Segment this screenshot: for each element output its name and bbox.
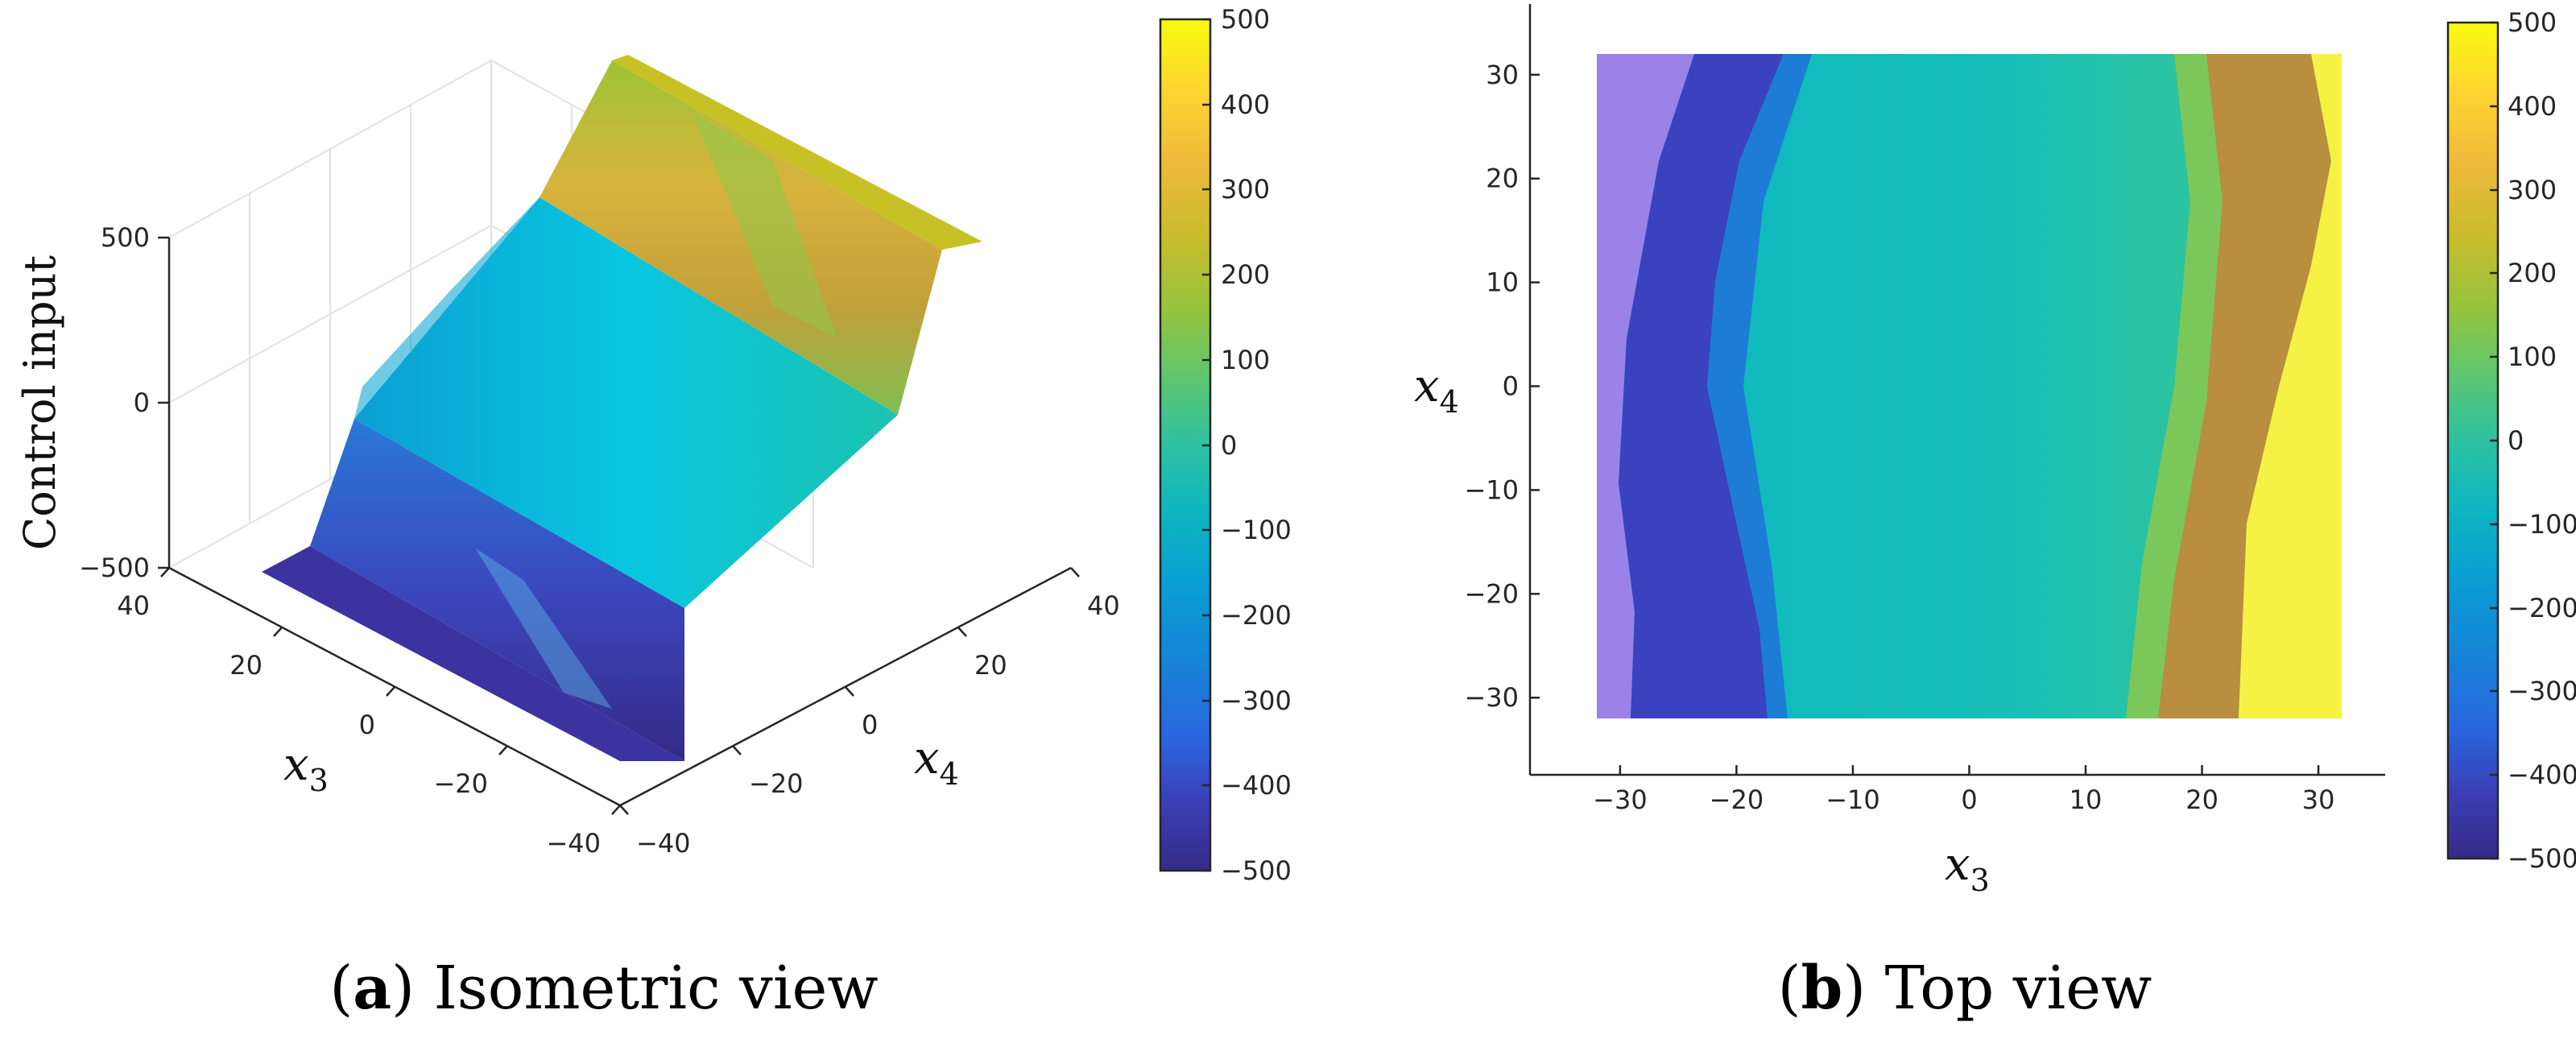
x-tick-label: −30 — [1593, 784, 1648, 815]
colorbar-tick-label: 0 — [1221, 430, 1237, 461]
panel-b-x-tick-marks — [1619, 765, 2320, 775]
colorbar-b-ticks — [2490, 21, 2498, 860]
x-tick-label: −40 — [546, 828, 601, 859]
panel-a-y-label: x4 — [914, 732, 959, 792]
panel-a-surface — [262, 55, 982, 761]
surface-high-wall — [540, 60, 942, 415]
region-high — [2158, 54, 2331, 718]
colorbar-tick-label: 500 — [2508, 7, 2557, 38]
colorbar-tick-label: −100 — [1221, 515, 1292, 545]
panel-b-axes — [1528, 4, 2385, 776]
region-low-blend — [1707, 54, 1812, 718]
z-tick-label: 500 — [101, 222, 150, 253]
panel-b-x-tick-labels: −30 −20 −10 0 10 20 30 — [1593, 784, 2334, 815]
colorbar-b-gradient — [2446, 21, 2500, 860]
surface-middle-left — [354, 197, 540, 419]
y-tick-label: 20 — [1486, 164, 1519, 194]
surface-low-shade — [475, 548, 612, 709]
panel-b-colorbar: 500 400 300 200 100 0 −100 −200 −300 −40… — [2446, 7, 2576, 874]
y-tick-label: −20 — [1464, 578, 1519, 609]
colorbar-b-labels: 500 400 300 200 100 0 −100 −200 −300 −40… — [2508, 7, 2576, 874]
colorbar-tick-label: 100 — [1221, 345, 1270, 375]
panel-b-x-label: x3 — [1945, 838, 1990, 898]
colorbar-tick-label: −400 — [1221, 770, 1292, 801]
y-tick-label: 40 — [1087, 590, 1120, 621]
x-tick-label: 10 — [2069, 784, 2103, 815]
x-tick-label: 0 — [359, 710, 375, 740]
z-tick-label: 0 — [134, 387, 150, 418]
colorbar-tick-label: −300 — [1221, 685, 1292, 716]
colorbar-tick-label: 300 — [1221, 174, 1270, 205]
colorbar-a-labels: 500 400 300 200 100 0 −100 −200 −300 −40… — [1221, 4, 1292, 886]
panel-a-y-ticks: −40 −20 0 20 40 — [636, 590, 1120, 859]
panel-a-z-label: Control input — [14, 255, 65, 550]
caption-a: (a) Isometric view — [329, 954, 878, 1023]
colorbar-tick-label: 200 — [2508, 258, 2557, 288]
y-tick-label: 20 — [974, 650, 1007, 681]
surface-middle — [354, 197, 898, 608]
colorbar-tick-label: −200 — [1221, 600, 1292, 631]
panel-a-x-ticks: 40 20 0 −20 −40 — [117, 590, 601, 859]
colorbar-tick-label: 100 — [2508, 342, 2557, 372]
region-midhigh — [2126, 54, 2222, 718]
region-highest — [2239, 54, 2342, 718]
y-tick-label: −20 — [749, 768, 804, 799]
panel-b-heatmap — [1597, 54, 2342, 718]
y-tick-label: −40 — [636, 828, 691, 859]
colorbar-tick-label: 200 — [1221, 259, 1270, 290]
colorbar-tick-label: −300 — [2508, 676, 2576, 706]
colorbar-tick-label: 0 — [2508, 425, 2524, 456]
colorbar-tick-label: −500 — [1221, 855, 1292, 886]
panel-a: 500 0 −500 40 20 0 −20 −40 −40 −20 0 20 … — [14, 4, 1292, 1023]
colorbar-tick-label: 300 — [2508, 175, 2557, 205]
colorbar-tick-label: 500 — [1221, 4, 1270, 35]
region-lowest — [1597, 54, 1694, 718]
colorbar-tick-label: −400 — [2508, 760, 2576, 790]
surface-low-wall — [310, 419, 684, 761]
y-tick-label: −30 — [1464, 682, 1519, 713]
y-tick-label: 0 — [1503, 371, 1519, 402]
surface-wall-shade — [693, 113, 837, 338]
x-tick-label: −20 — [1710, 784, 1764, 815]
panel-a-x-label: x3 — [283, 739, 329, 798]
colorbar-tick-label: −100 — [2508, 509, 2576, 540]
panel-b-y-tick-marks — [1530, 73, 1540, 699]
surface-high-plateau — [612, 55, 982, 250]
panel-b-y-label: x4 — [1414, 360, 1459, 420]
colorbar-tick-label: 400 — [2508, 91, 2557, 122]
x-tick-label: 40 — [117, 590, 150, 621]
x-tick-label: −10 — [1826, 784, 1880, 815]
colorbar-a-ticks — [1202, 18, 1210, 872]
caption-b: (b) Top view — [1778, 954, 2152, 1023]
x-tick-label: 20 — [2185, 784, 2218, 815]
surface-low-plateau — [262, 546, 684, 761]
colorbar-tick-label: 400 — [1221, 89, 1270, 120]
y-tick-label: 30 — [1486, 60, 1519, 90]
panel-a-y-axis — [619, 566, 1072, 807]
x-tick-label: −20 — [433, 768, 488, 799]
panel-b-y-tick-labels: 30 20 10 0 −10 −20 −30 — [1464, 60, 1519, 713]
colorbar-tick-label: −500 — [2508, 843, 2576, 874]
y-tick-label: 10 — [1486, 267, 1519, 298]
x-tick-label: 20 — [229, 650, 263, 681]
colorbar-tick-label: −200 — [2508, 593, 2576, 623]
colorbar-a-gradient — [1159, 18, 1212, 872]
x-tick-label: 30 — [2302, 784, 2335, 815]
x-tick-label: 0 — [1961, 784, 1977, 815]
y-tick-label: −10 — [1464, 474, 1519, 505]
z-tick-label: −500 — [79, 553, 150, 583]
region-low — [1619, 54, 1784, 718]
panel-a-ticks — [158, 236, 1080, 815]
y-tick-label: 0 — [862, 710, 878, 740]
panel-a-x-axis — [168, 566, 621, 807]
panel-a-colorbar: 500 400 300 200 100 0 −100 −200 −300 −40… — [1159, 4, 1292, 886]
panel-a-z-ticks: 500 0 −500 — [79, 222, 150, 583]
